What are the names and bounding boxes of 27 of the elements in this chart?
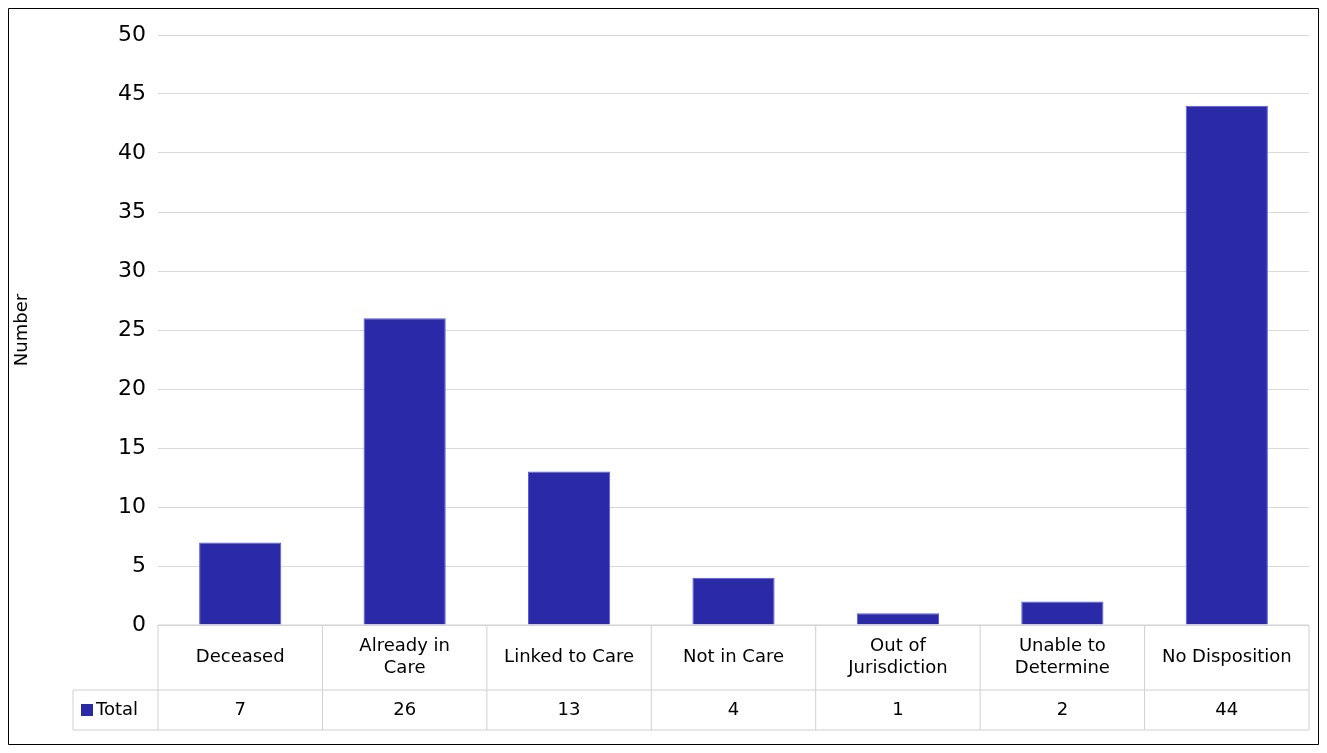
y-axis-title: Number — [10, 293, 32, 367]
x-tick-label: Not in Care — [682, 645, 785, 667]
y-tick-label: 5 — [132, 551, 146, 577]
y-tick-label: 40 — [118, 138, 146, 164]
legend-label: Total — [95, 697, 139, 719]
y-tick-label: 30 — [118, 256, 146, 282]
data-label: 2 — [1056, 697, 1069, 719]
y-tick-label: 15 — [118, 433, 146, 459]
data-label: 4 — [727, 697, 740, 719]
x-tick-label: Unable to Determine — [1014, 634, 1110, 678]
y-tick-label: 10 — [118, 492, 146, 518]
x-tick-label: No Disposition — [1161, 645, 1292, 667]
data-label: 1 — [892, 697, 904, 719]
y-tick-label: 50 — [118, 20, 146, 46]
data-label: 44 — [1215, 697, 1239, 719]
x-tick-label: Deceased — [195, 645, 285, 667]
y-tick-label: 25 — [118, 315, 146, 341]
y-tick-label: 35 — [118, 197, 146, 223]
y-tick-label: 20 — [118, 374, 146, 400]
x-tick-label: Out of Jurisdiction — [847, 634, 948, 678]
data-label: 13 — [557, 697, 581, 719]
data-label: 7 — [234, 697, 246, 719]
x-tick-label: Linked to Care — [504, 645, 635, 667]
y-tick-label: 45 — [118, 79, 146, 105]
y-tick-label: 0 — [132, 610, 146, 636]
data-label: 26 — [393, 697, 417, 719]
x-tick-label: Already in Care — [359, 634, 450, 678]
